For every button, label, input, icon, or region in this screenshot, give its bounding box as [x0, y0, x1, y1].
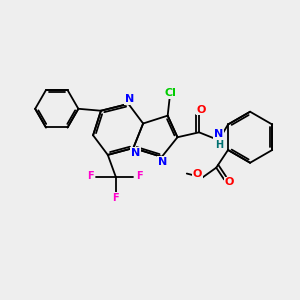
Text: Cl: Cl: [165, 88, 176, 98]
Text: F: F: [112, 193, 119, 203]
Text: O: O: [196, 105, 206, 115]
Text: F: F: [87, 172, 93, 182]
Text: F: F: [136, 172, 142, 182]
Text: N: N: [214, 129, 223, 139]
Text: N: N: [131, 148, 140, 158]
Text: N: N: [125, 94, 134, 104]
Text: O: O: [224, 177, 234, 188]
Text: N: N: [158, 157, 167, 167]
Text: H: H: [214, 140, 223, 150]
Text: O: O: [193, 169, 202, 178]
